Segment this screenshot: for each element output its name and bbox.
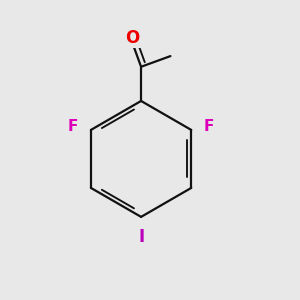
Text: F: F <box>204 119 214 134</box>
Text: O: O <box>125 29 140 47</box>
Text: I: I <box>138 228 144 246</box>
Text: F: F <box>68 119 78 134</box>
